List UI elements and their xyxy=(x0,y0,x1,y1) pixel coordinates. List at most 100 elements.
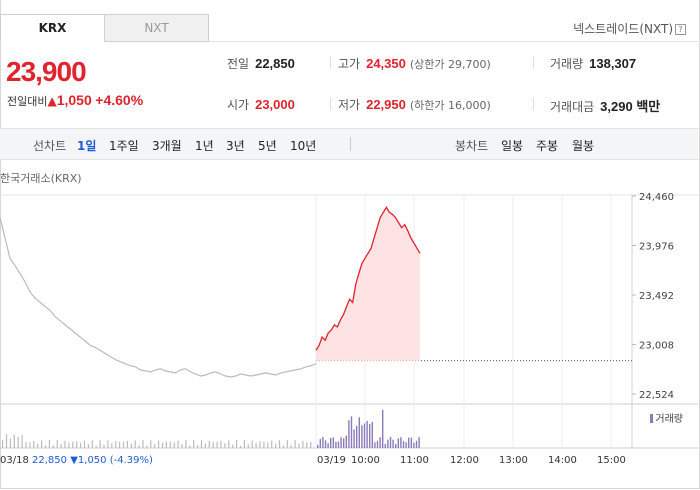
volume-bar-prev xyxy=(243,440,245,448)
stat-value: 3,290 백만 xyxy=(600,99,661,114)
volume-bar-today xyxy=(324,440,327,448)
period-3m[interactable]: 3개월 xyxy=(152,139,182,153)
volume-bar-prev xyxy=(72,441,74,448)
tab-nxt[interactable]: NXT xyxy=(104,14,209,42)
y-tick-label: 23,976 xyxy=(639,242,674,253)
period-1w[interactable]: 1주일 xyxy=(109,139,139,153)
volume-bar-prev xyxy=(212,442,214,448)
today-price-area xyxy=(316,207,420,361)
volume-bar-prev xyxy=(138,444,140,448)
volume-bar-prev xyxy=(95,445,97,448)
tab-krx[interactable]: KRX xyxy=(0,14,105,42)
volume-bar-today xyxy=(374,442,376,448)
volume-bar-prev xyxy=(107,440,109,448)
exchange-label: 한국거래소(KRX) xyxy=(0,172,82,185)
prev-day-price-line xyxy=(0,217,317,378)
stat-value: 24,350 xyxy=(366,56,406,71)
volume-bar-prev xyxy=(177,440,179,448)
volume-bar-today xyxy=(384,444,386,448)
volume-bar-prev xyxy=(83,440,86,448)
volume-bar-prev xyxy=(21,435,23,448)
candle-weekly[interactable]: 주봉 xyxy=(536,139,559,153)
x-tick-label: 15:00 xyxy=(597,455,626,466)
volume-bar-prev xyxy=(99,440,101,448)
volume-bar-prev xyxy=(60,443,62,448)
volume-bar-prev xyxy=(239,445,242,448)
candle-monthly[interactable]: 월봉 xyxy=(572,139,595,153)
volume-bar-prev xyxy=(115,441,117,448)
volume-bar-prev xyxy=(25,441,27,448)
volume-bar-prev xyxy=(294,440,296,448)
divider xyxy=(350,137,351,151)
period-1y[interactable]: 1년 xyxy=(195,139,214,153)
y-tick-label: 22,524 xyxy=(639,390,674,401)
volume-bar-prev xyxy=(87,444,89,448)
volume-bar-prev xyxy=(259,441,261,448)
period-3y[interactable]: 3년 xyxy=(226,139,245,153)
volume-bar-prev xyxy=(64,440,66,448)
divider xyxy=(533,98,534,110)
prev-day-date: 03/18 xyxy=(0,455,29,466)
volume-bar-prev xyxy=(48,440,50,448)
prev-day-change: 1,050 xyxy=(77,455,107,466)
volume-legend: 거래량 xyxy=(650,410,683,425)
volume-bar-today xyxy=(410,437,412,448)
stat-prev-close: 전일 22,850 xyxy=(227,55,295,72)
x-tick-label: 03/19 xyxy=(317,455,346,466)
stat-label: 거래대금 xyxy=(550,100,595,114)
volume-bar-prev xyxy=(122,442,125,448)
volume-bar-today xyxy=(366,420,368,448)
stat-volume: 거래량 138,307 xyxy=(550,55,636,72)
volume-bar-prev xyxy=(91,440,93,448)
x-tick-label: 11:00 xyxy=(400,455,429,466)
nxt-link[interactable]: 넥스트레이드(NXT)? xyxy=(573,20,686,37)
change-amount: 1,050 xyxy=(56,92,92,108)
volume-bar-today xyxy=(332,437,334,448)
volume-bar-prev xyxy=(154,444,156,448)
down-triangle-icon: ▼ xyxy=(70,455,78,466)
volume-bar-prev xyxy=(146,445,148,448)
volume-bar-today xyxy=(335,441,337,448)
stat-open: 시가 23,000 xyxy=(227,96,295,113)
divider xyxy=(330,98,331,110)
volume-bar-today xyxy=(327,443,329,448)
volume-bar-today xyxy=(405,442,407,448)
stat-amount: 거래대금 3,290 백만 xyxy=(550,96,660,115)
volume-bar-prev xyxy=(185,440,187,448)
stat-sub: (하한가 16,000) xyxy=(409,99,491,112)
candle-daily[interactable]: 일봉 xyxy=(501,139,524,153)
volume-bar-prev xyxy=(142,440,144,448)
volume-bar-prev xyxy=(290,445,292,448)
y-tick-label: 23,492 xyxy=(639,291,674,302)
volume-bar-prev xyxy=(216,441,218,448)
chart-toolbar: 선차트 1일 1주일 3개월 1년 3년 5년 10년 봉차트 일봉 주봉 월봉 xyxy=(0,128,698,160)
volume-bar-prev xyxy=(271,440,273,448)
question-icon[interactable]: ? xyxy=(675,24,686,35)
volume-bar-today xyxy=(387,439,389,448)
volume-bar-today xyxy=(395,444,397,448)
stat-low: 저가 22,950 (하한가 16,000) xyxy=(338,96,491,113)
volume-bar-prev xyxy=(197,444,199,448)
period-5y[interactable]: 5년 xyxy=(258,139,277,153)
volume-bar-prev xyxy=(41,440,43,448)
volume-bar-today xyxy=(418,437,420,448)
volume-bar-prev xyxy=(236,440,238,448)
nxt-link-label: 넥스트레이드(NXT) xyxy=(573,22,673,36)
volume-bar-prev xyxy=(111,443,113,448)
volume-bar-today xyxy=(379,437,381,448)
volume-bar-prev xyxy=(267,442,269,448)
volume-bar-today xyxy=(350,416,353,448)
volume-bar-prev xyxy=(130,443,132,448)
volume-bar-today xyxy=(319,439,321,448)
period-1d[interactable]: 1일 xyxy=(77,139,97,153)
volume-bar-prev xyxy=(5,434,8,448)
volume-bar-today xyxy=(363,423,366,448)
volume-bar-prev xyxy=(189,445,191,448)
volume-bar-prev xyxy=(228,440,230,448)
volume-bar-today xyxy=(415,440,418,448)
volume-bar-today xyxy=(397,438,399,448)
volume-bar-prev xyxy=(263,441,265,448)
stat-label: 시가 xyxy=(227,98,250,112)
period-10y[interactable]: 10년 xyxy=(290,139,317,153)
